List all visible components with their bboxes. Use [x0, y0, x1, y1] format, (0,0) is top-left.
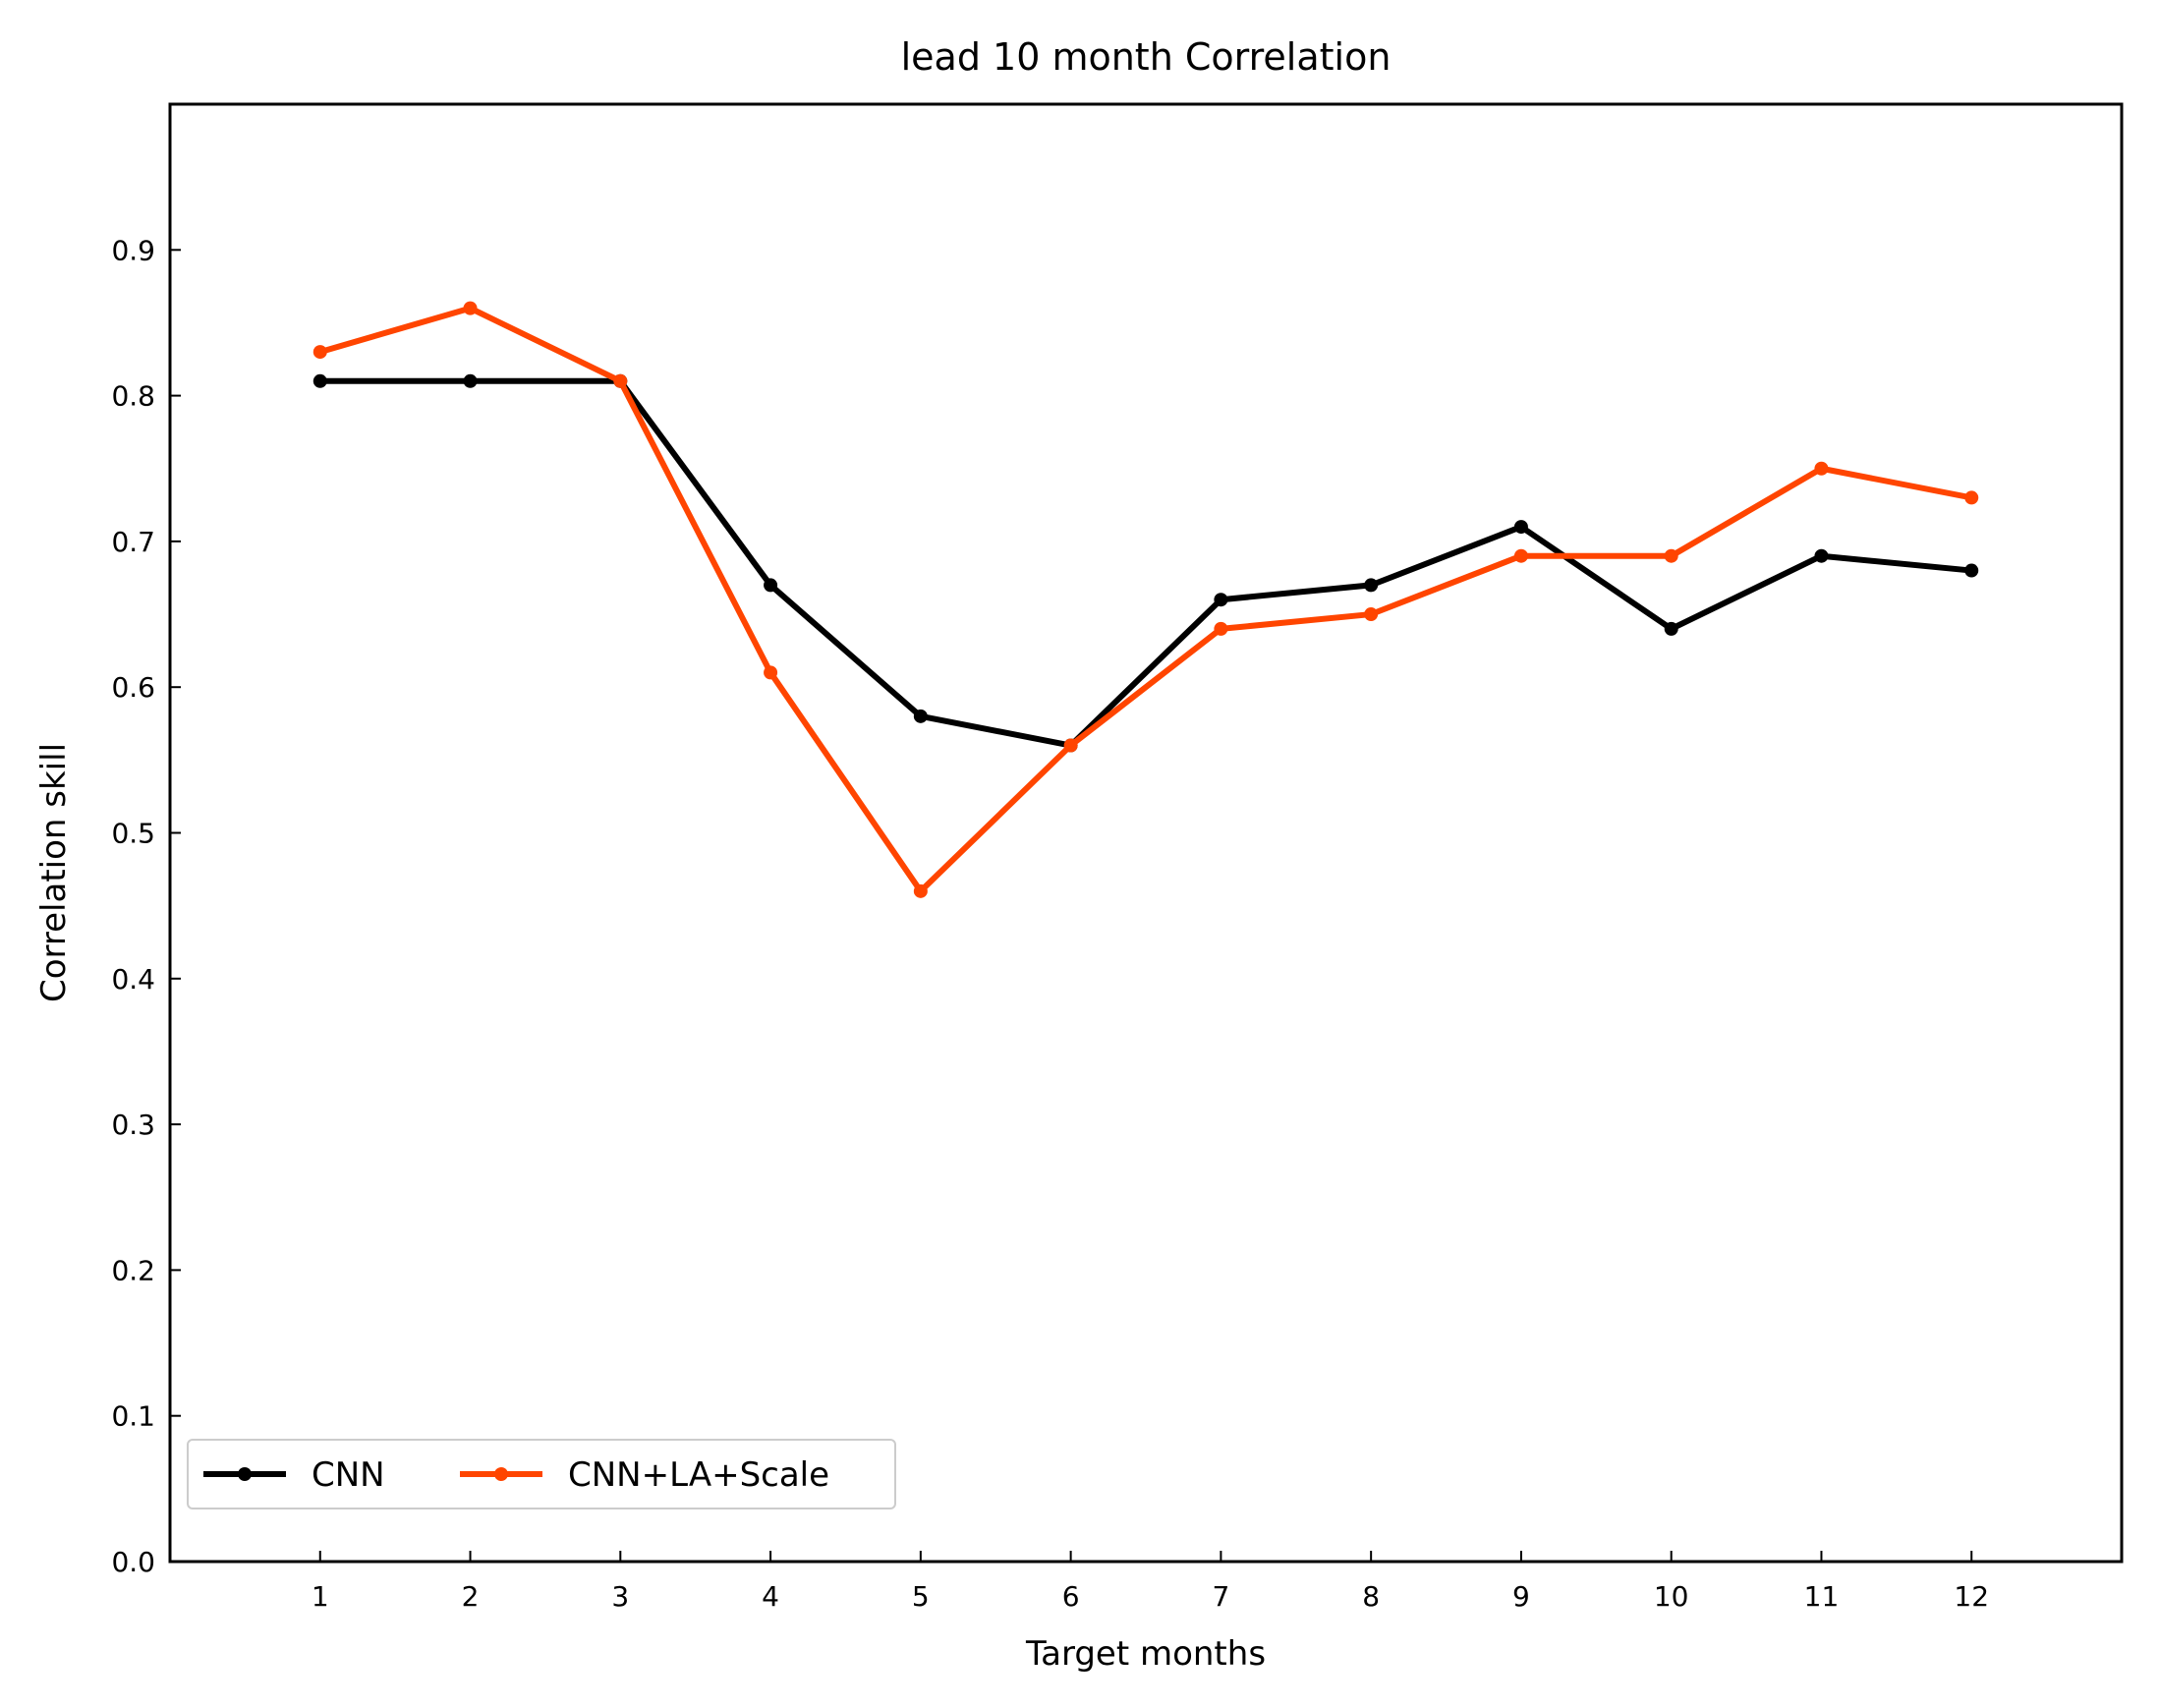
- data-point: [1513, 520, 1528, 535]
- x-axis-ticks: 1 2 3 4 5 6 7 8 9 10 11 12: [312, 1551, 1989, 1613]
- data-point: [312, 373, 327, 388]
- data-point: [1964, 563, 1979, 578]
- y-tick-label: 0.7: [111, 526, 155, 558]
- plot-area-frame: [168, 102, 2124, 1564]
- y-tick-label: 0.4: [111, 963, 155, 996]
- series-line: [316, 377, 1975, 749]
- legend: CNN CNN+LA+Scale: [187, 1439, 896, 1509]
- x-tick-label: 1: [312, 1580, 329, 1613]
- legend-label: CNN: [312, 1455, 385, 1495]
- chart-title: lead 10 month Correlation: [901, 35, 1392, 79]
- data-point: [1664, 548, 1678, 563]
- data-point: [1364, 578, 1379, 593]
- data-point: [1214, 593, 1228, 607]
- y-axis-label: Correlation skill: [34, 743, 74, 1002]
- y-tick-label: 0.6: [111, 671, 155, 704]
- y-tick-label: 0.1: [111, 1400, 155, 1433]
- data-point: [1513, 548, 1528, 563]
- y-tick-label: 0.8: [111, 380, 155, 413]
- data-point: [764, 665, 778, 680]
- data-point: [463, 373, 478, 388]
- data-point: [312, 345, 327, 360]
- legend-marker: [238, 1467, 252, 1481]
- y-tick-label: 0.0: [111, 1546, 155, 1578]
- data-point: [1364, 607, 1379, 622]
- data-point: [913, 709, 928, 723]
- y-axis-ticks: 0.0 0.1 0.2 0.3 0.4 0.5 0.6 0.7 0.8 0.9: [111, 234, 181, 1578]
- y-tick-label: 0.3: [111, 1109, 155, 1141]
- legend-marker: [494, 1467, 508, 1481]
- x-tick-label: 6: [1062, 1580, 1080, 1613]
- data-point: [913, 883, 928, 898]
- data-point: [764, 578, 778, 593]
- y-tick-label: 0.5: [111, 818, 155, 850]
- series-layer: [312, 301, 1979, 898]
- x-tick-label: 8: [1362, 1580, 1380, 1613]
- data-point: [613, 373, 628, 388]
- x-tick-label: 12: [1954, 1580, 1989, 1613]
- legend-label: CNN+LA+Scale: [568, 1455, 829, 1495]
- data-point: [1814, 461, 1829, 476]
- data-point: [1214, 621, 1228, 636]
- data-point: [463, 301, 478, 315]
- x-axis-label: Target months: [1025, 1634, 1266, 1674]
- series-2: [312, 301, 1979, 898]
- x-tick-label: 7: [1212, 1580, 1229, 1613]
- data-point: [1814, 548, 1829, 563]
- x-tick-label: 4: [762, 1580, 779, 1613]
- x-tick-label: 3: [611, 1580, 629, 1613]
- x-tick-label: 10: [1654, 1580, 1689, 1613]
- data-point: [1664, 621, 1678, 636]
- x-tick-label: 9: [1512, 1580, 1530, 1613]
- data-point: [1964, 490, 1979, 505]
- y-tick-label: 0.9: [111, 234, 155, 266]
- data-point: [1063, 738, 1078, 753]
- x-tick-label: 5: [912, 1580, 930, 1613]
- x-tick-label: 11: [1804, 1580, 1840, 1613]
- y-tick-label: 0.2: [111, 1254, 155, 1286]
- x-tick-label: 2: [462, 1580, 480, 1613]
- series-line: [316, 305, 1975, 894]
